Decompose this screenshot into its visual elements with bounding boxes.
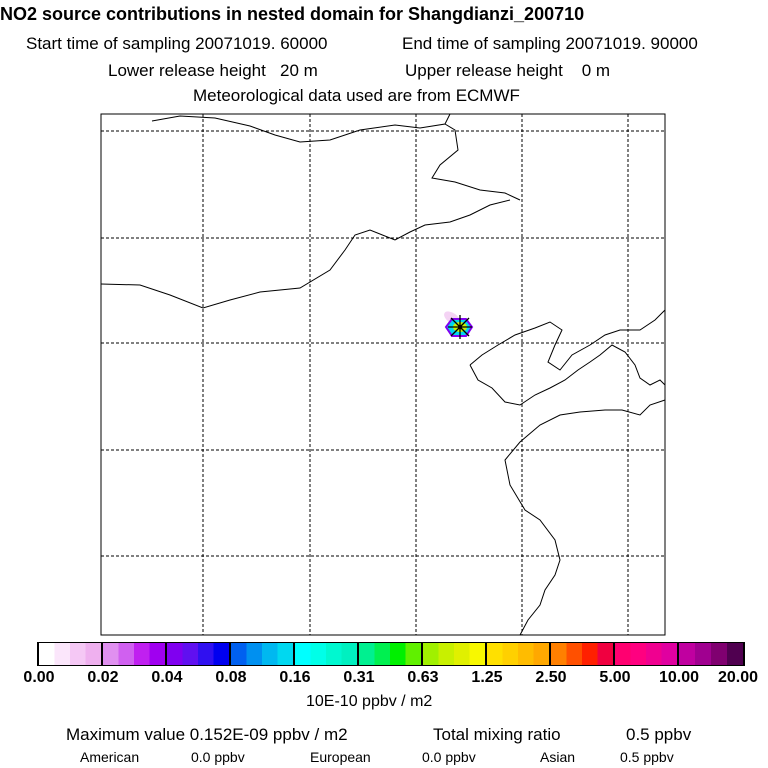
- colorbar-segment: [679, 643, 743, 665]
- colorbar-tick-label: 0.00: [23, 669, 55, 686]
- colorbar-tick-label: 0.04: [151, 669, 183, 686]
- colorbar-tick-label: 2.50: [535, 669, 567, 686]
- colorbar-tick-label: 0.63: [407, 669, 439, 686]
- colorbar-tick-label: 20.00: [717, 669, 759, 686]
- colorbar-segment: [359, 643, 423, 665]
- map-frame: [100, 113, 666, 636]
- receptor-site-marker: [448, 315, 472, 339]
- colorbar-segment: [615, 643, 679, 665]
- american-value: 0.0 ppbv: [191, 749, 245, 765]
- colorbar-tick-label: 0.08: [215, 669, 247, 686]
- grid-lines: [101, 114, 665, 635]
- met-data-source: Meteorological data used are from ECMWF: [193, 86, 520, 105]
- colorbar-segment: [551, 643, 615, 665]
- colorbar-segment: [487, 643, 551, 665]
- start-time: Start time of sampling 20071019. 60000: [26, 34, 328, 53]
- total-mixing-ratio-label: Total mixing ratio: [433, 725, 561, 744]
- colorbar-tick-label: 5.00: [599, 669, 631, 686]
- colorbar-tick-label: 0.16: [279, 669, 311, 686]
- european-label: European: [310, 749, 371, 765]
- colorbar-segment: [295, 643, 359, 665]
- colorbar-segment: [231, 643, 295, 665]
- european-value: 0.0 ppbv: [422, 749, 476, 765]
- colorbar-tick-label: 1.25: [471, 669, 503, 686]
- coastlines-borders: [100, 113, 666, 636]
- colorbar-segment: [103, 643, 167, 665]
- asian-value: 0.5 ppbv: [620, 749, 674, 765]
- colorbar-tick-label: 0.31: [343, 669, 375, 686]
- upper-release-height: Upper release height 0 m: [405, 61, 611, 80]
- colorbar-tick-label: 0.02: [87, 669, 119, 686]
- total-mixing-ratio-value: 0.5 ppbv: [626, 725, 692, 744]
- asian-label: Asian: [540, 749, 576, 765]
- colorbar-tick-label: 10.00: [658, 669, 700, 686]
- colorbar-segment: [167, 643, 231, 665]
- plot-title: NO2 source contributions in nested domai…: [0, 4, 585, 24]
- end-time: End time of sampling 20071019. 90000: [402, 34, 698, 53]
- maximum-value: Maximum value 0.152E-09 ppbv / m2: [66, 725, 348, 744]
- colorbar-segment: [39, 643, 103, 665]
- colorbar-units: 10E-10 ppbv / m2: [306, 693, 433, 710]
- colorbar-segment: [423, 643, 487, 665]
- american-label: American: [80, 749, 140, 765]
- lower-release-height: Lower release height 20 m: [108, 61, 318, 80]
